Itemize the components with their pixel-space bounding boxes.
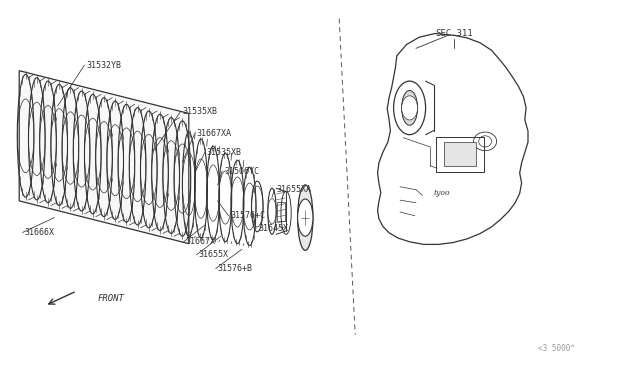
Text: 31645X: 31645X — [258, 224, 288, 233]
Ellipse shape — [402, 96, 418, 120]
Polygon shape — [19, 71, 189, 244]
Text: 31535XB: 31535XB — [182, 107, 218, 116]
Text: 31576+B: 31576+B — [218, 264, 253, 273]
Ellipse shape — [402, 90, 418, 125]
Text: 31576+C: 31576+C — [230, 211, 266, 220]
Text: <3 5000^: <3 5000^ — [538, 344, 575, 353]
Text: 31655X: 31655X — [198, 250, 228, 259]
Text: tyoo: tyoo — [433, 189, 450, 198]
Text: 31655XA: 31655XA — [276, 185, 312, 194]
Text: 31667XA: 31667XA — [196, 129, 232, 138]
Ellipse shape — [394, 81, 426, 135]
Text: 31666X: 31666X — [24, 228, 54, 237]
Bar — [444, 142, 476, 167]
Bar — [436, 137, 484, 172]
Text: 31535XB: 31535XB — [207, 148, 242, 157]
Text: SEC.311: SEC.311 — [436, 29, 473, 38]
Ellipse shape — [298, 199, 313, 236]
Text: 31532YB: 31532YB — [86, 61, 122, 70]
Polygon shape — [378, 33, 528, 244]
Text: 31667X: 31667X — [186, 237, 216, 246]
Text: 31506YC: 31506YC — [224, 167, 259, 176]
Ellipse shape — [298, 185, 313, 250]
Text: FRONT: FRONT — [97, 294, 124, 303]
